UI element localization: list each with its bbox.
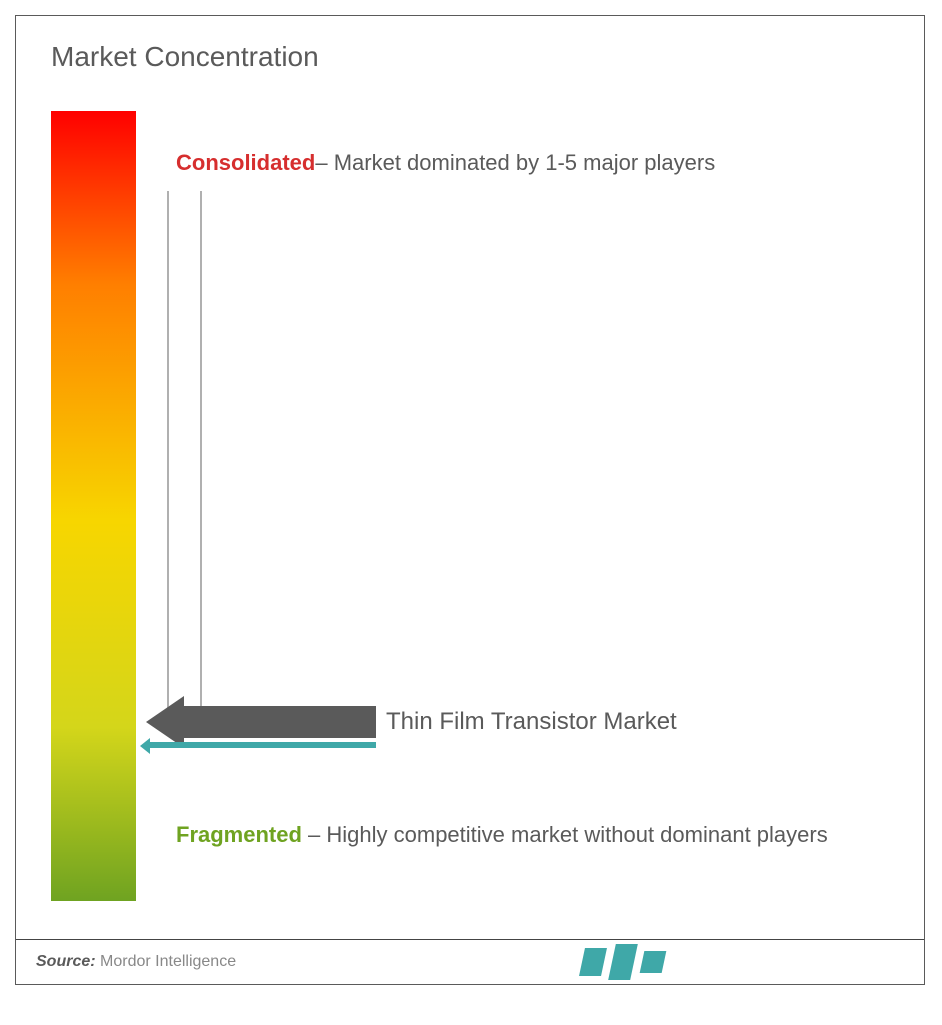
fragmented-description: – Highly competitive market without domi… (302, 822, 828, 847)
infographic-container: Market Concentration Consolidated– Marke… (15, 15, 925, 985)
source-value: Mordor Intelligence (96, 953, 237, 970)
chart-title: Market Concentration (51, 41, 319, 73)
logo-bar-3 (640, 951, 667, 973)
market-pointer-arrow (146, 706, 376, 744)
indicator-line-left (167, 191, 169, 711)
consolidated-annotation: Consolidated– Market dominated by 1-5 ma… (176, 134, 715, 191)
source-citation: Source: Mordor Intelligence (36, 953, 236, 971)
fragmented-label: Fragmented (176, 822, 302, 847)
consolidated-label: Consolidated (176, 150, 315, 175)
consolidated-description: – Market dominated by 1-5 major players (315, 150, 715, 175)
indicator-line-right (200, 191, 202, 711)
concentration-gradient-bar (51, 111, 136, 901)
arrow-underline (146, 742, 376, 748)
mordor-logo-icon (582, 944, 664, 980)
source-label: Source: (36, 953, 96, 970)
logo-bar-1 (579, 948, 607, 976)
footer-bar: Source: Mordor Intelligence (16, 939, 924, 984)
arrow-body (178, 706, 376, 738)
fragmented-annotation: Fragmented – Highly competitive market w… (176, 806, 828, 863)
logo-bar-2 (608, 944, 638, 980)
market-name-label: Thin Film Transistor Market (386, 708, 677, 736)
arrow-shape (146, 706, 376, 744)
